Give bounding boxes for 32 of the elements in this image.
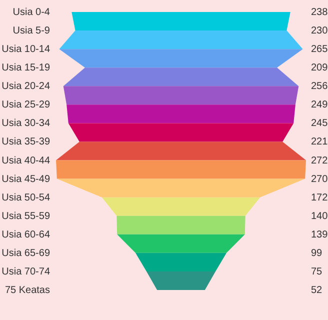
data-label: 209 xyxy=(311,62,328,74)
category-label: Usia 55-59 xyxy=(2,210,50,222)
data-label: 270 xyxy=(311,174,328,185)
category-label: Usia 30-34 xyxy=(2,118,50,130)
category-label: Usia 35-39 xyxy=(2,136,50,148)
category-label: Usia 0-4 xyxy=(12,7,50,18)
data-label: 249 xyxy=(311,100,328,111)
data-label: 140 xyxy=(311,210,328,222)
category-label: Usia 5-9 xyxy=(12,26,50,37)
category-label: Usia 70-74 xyxy=(2,266,50,278)
data-label: 172 xyxy=(311,192,328,204)
data-label: 238 xyxy=(311,7,328,18)
category-label: Usia 50-54 xyxy=(2,192,50,204)
category-label: Usia 65-69 xyxy=(2,248,50,259)
category-label: Usia 20-24 xyxy=(2,81,50,92)
data-label: 99 xyxy=(311,248,323,259)
category-label: Usia 25-29 xyxy=(2,100,50,111)
data-label: 272 xyxy=(311,155,328,166)
category-label: 75 Keatas xyxy=(4,285,50,296)
data-label: 52 xyxy=(311,285,323,296)
category-label: Usia 60-64 xyxy=(2,229,50,240)
category-label: Usia 45-49 xyxy=(2,174,50,185)
data-label: 256 xyxy=(311,81,328,92)
data-label: 245 xyxy=(311,118,328,130)
data-label: 221 xyxy=(311,136,328,148)
data-label: 265 xyxy=(311,44,328,56)
category-label: Usia 40-44 xyxy=(2,155,50,166)
data-label: 230 xyxy=(311,26,328,37)
category-label: Usia 10-14 xyxy=(2,44,50,56)
category-label: Usia 15-19 xyxy=(2,62,50,74)
data-label: 139 xyxy=(311,229,328,240)
data-label: 75 xyxy=(311,266,323,278)
